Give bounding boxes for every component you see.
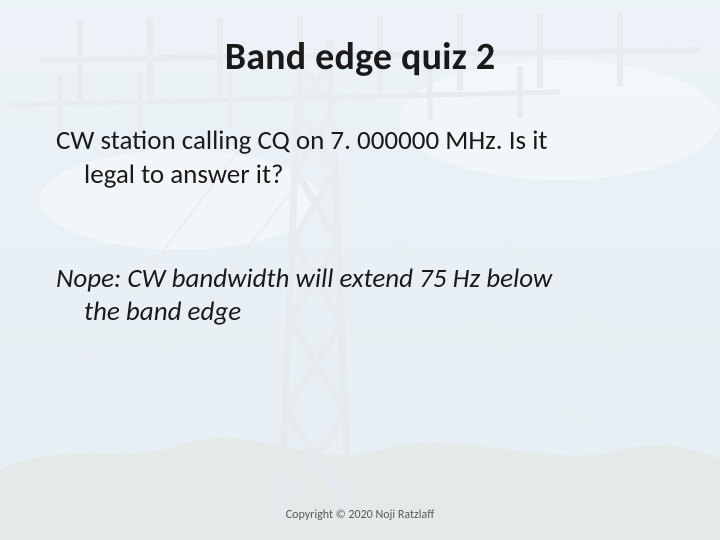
copyright-text: Copyright © 2020 Noji Ratzlaff — [0, 508, 720, 522]
slide-title: Band edge quiz 2 — [54, 34, 666, 80]
question-line-2: legal to answer it? — [56, 158, 656, 192]
answer-text: Nope: CW bandwidth will extend 75 Hz bel… — [54, 262, 666, 330]
question-line-1: CW station calling CQ on 7. 000000 MHz. … — [56, 124, 547, 157]
answer-line-2: the band edge — [56, 295, 666, 329]
question-text: CW station calling CQ on 7. 000000 MHz. … — [54, 124, 666, 192]
content-area: Band edge quiz 2 CW station calling CQ o… — [0, 0, 720, 540]
answer-line-1: Nope: CW bandwidth will extend 75 Hz bel… — [56, 262, 552, 295]
slide: Band edge quiz 2 CW station calling CQ o… — [0, 0, 720, 540]
